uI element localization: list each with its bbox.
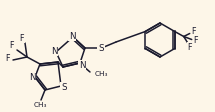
Text: F: F <box>192 27 196 36</box>
Text: F: F <box>20 33 24 42</box>
Text: N: N <box>51 46 57 56</box>
Text: CH₃: CH₃ <box>95 71 109 77</box>
Text: F: F <box>187 43 192 52</box>
Text: N: N <box>69 31 75 41</box>
Text: F: F <box>10 41 14 50</box>
Text: F: F <box>6 54 10 62</box>
Text: N: N <box>29 72 35 82</box>
Text: N: N <box>79 60 85 70</box>
Text: F: F <box>194 36 198 45</box>
Text: CH₃: CH₃ <box>33 102 47 108</box>
Text: S: S <box>61 83 67 92</box>
Text: S: S <box>98 43 104 53</box>
